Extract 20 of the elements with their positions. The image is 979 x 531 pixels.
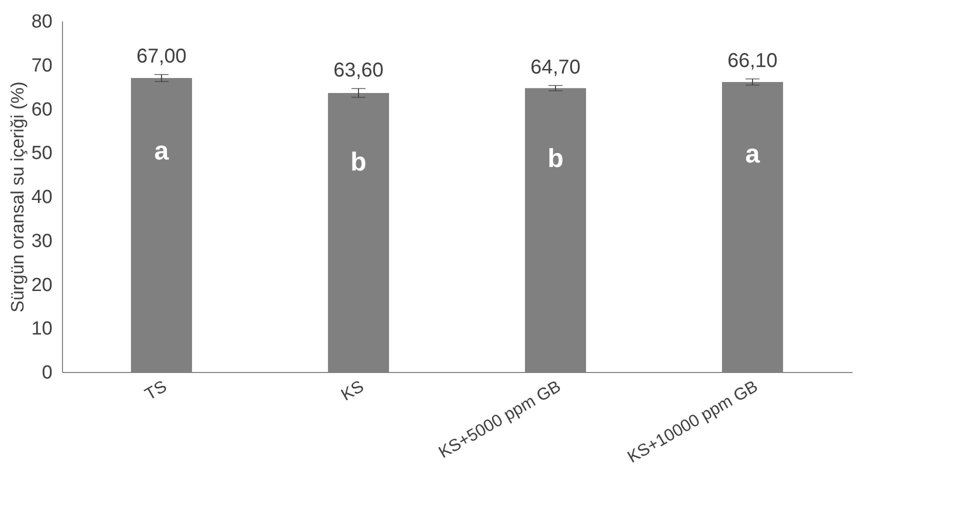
data-label: 67,00 [136,46,187,68]
data-label: 64,70 [530,56,581,78]
data-label: 66,10 [727,50,778,72]
annotation: a [154,136,170,166]
y-tick-label: 70 [31,55,52,76]
x-tick-label: TS [142,376,170,404]
y-tick-label: 40 [31,187,52,208]
data-label: 63,60 [333,60,384,82]
y-tick-label: 30 [31,230,52,252]
y-tick-label: 50 [31,143,52,164]
y-tick-label: 60 [31,99,52,120]
annotation: b [548,143,564,174]
annotation: a [745,138,760,168]
x-tick-label: KS [338,376,367,405]
y-tick-label: 0 [42,362,52,384]
annotation: b [350,146,366,177]
y-tick-label: 10 [31,318,52,340]
y-tick-label: 80 [31,12,52,32]
y-axis-title: Sürgün oransal su içeriği (%) [7,81,28,313]
y-tick-label: 20 [31,274,52,296]
